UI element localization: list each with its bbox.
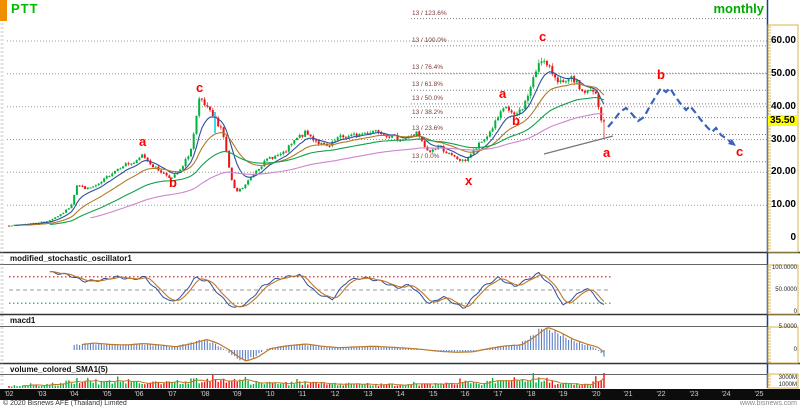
year-label: '13 xyxy=(363,391,373,398)
fibonacci-level-label: 13 / 50.0% xyxy=(412,95,444,102)
year-label: '16 xyxy=(460,391,470,398)
wave-label: c xyxy=(736,144,744,159)
fibonacci-level-label: 13 / 23.6% xyxy=(412,125,444,132)
year-label: '17 xyxy=(493,391,503,398)
copyright-text: © 2020 Bisnews AFE (Thailand) Limited xyxy=(3,400,127,407)
fibonacci-level-label: 13 / 100.0% xyxy=(412,37,447,44)
last-price-badge: 35.50 xyxy=(767,115,797,126)
fibonacci-level-label: 13 / 0.0% xyxy=(412,153,440,160)
price-axis-label: 0 xyxy=(790,232,796,243)
year-label: '24 xyxy=(721,391,731,398)
year-label: '11 xyxy=(297,391,307,398)
wave-label: c xyxy=(196,80,204,95)
year-label: '20 xyxy=(591,391,601,398)
price-axis-label: 40.00 xyxy=(770,101,796,112)
wave-label: a xyxy=(499,86,507,101)
year-label: '21 xyxy=(623,391,633,398)
website-text: www.bisnews.com xyxy=(739,400,797,407)
symbol-label: PTT xyxy=(11,1,39,16)
fibonacci-level-label: 13 / 61.8% xyxy=(412,81,444,88)
stochastic-axis-label: 0 xyxy=(793,309,797,315)
stochastic-axis-label: 50.0000 xyxy=(775,287,797,293)
year-label: '14 xyxy=(395,391,405,398)
wave-label: x xyxy=(465,173,473,188)
wave-label: b xyxy=(657,67,665,82)
year-label: '15 xyxy=(428,391,438,398)
year-label: '04 xyxy=(69,391,79,398)
macd-panel-title: macd1 xyxy=(10,316,36,325)
year-label: '09 xyxy=(232,391,242,398)
year-label: '10 xyxy=(265,391,275,398)
year-label: '23 xyxy=(689,391,699,398)
wave-label: b xyxy=(169,175,177,190)
wave-label: c xyxy=(539,29,547,44)
price-axis-label: 50.00 xyxy=(770,68,796,79)
year-label: '05 xyxy=(102,391,112,398)
stochastic-axis-label: 100.0000 xyxy=(771,265,797,271)
year-label: '22 xyxy=(656,391,666,398)
year-label: '07 xyxy=(167,391,177,398)
year-label: '02 xyxy=(4,391,14,398)
fibonacci-level-label: 13 / 123.6% xyxy=(412,10,447,17)
year-label: '06 xyxy=(134,391,144,398)
fibonacci-level-label: 13 / 38.2% xyxy=(412,109,444,116)
year-label: '12 xyxy=(330,391,340,398)
price-axis-label: 20.00 xyxy=(770,166,796,177)
year-label: '03 xyxy=(37,391,47,398)
macd-axis-label: 5.0000 xyxy=(778,324,797,330)
price-axis-label: 10.00 xyxy=(770,199,796,210)
time-axis[interactable]: '02 '03 '04 '05 '06 '07 '08 '09 '10 '11 '12 '13 '14 '… xyxy=(0,389,800,400)
fibonacci-level-label: 13 / 76.4% xyxy=(412,64,444,71)
volume-axis-label: 3000M xyxy=(778,375,797,381)
volume-panel-title: volume_colored_SMA1(5) xyxy=(10,365,108,374)
wave-label: b xyxy=(512,113,520,128)
year-label: '08 xyxy=(200,391,210,398)
macd-axis-label: 0 xyxy=(793,347,797,353)
price-axis-label: 60.00 xyxy=(770,35,796,46)
price-axis-label: 30.00 xyxy=(770,134,796,145)
wave-label: a xyxy=(139,134,147,149)
stochastic-panel-title: modified_stochastic_oscillator1 xyxy=(10,254,132,263)
year-label: '25 xyxy=(754,391,764,398)
volume-axis-label: 1000M xyxy=(778,382,797,388)
year-label: '18 xyxy=(526,391,536,398)
year-label: '19 xyxy=(558,391,568,398)
wave-label: a xyxy=(603,145,611,160)
timeframe-label: monthly xyxy=(713,1,764,16)
